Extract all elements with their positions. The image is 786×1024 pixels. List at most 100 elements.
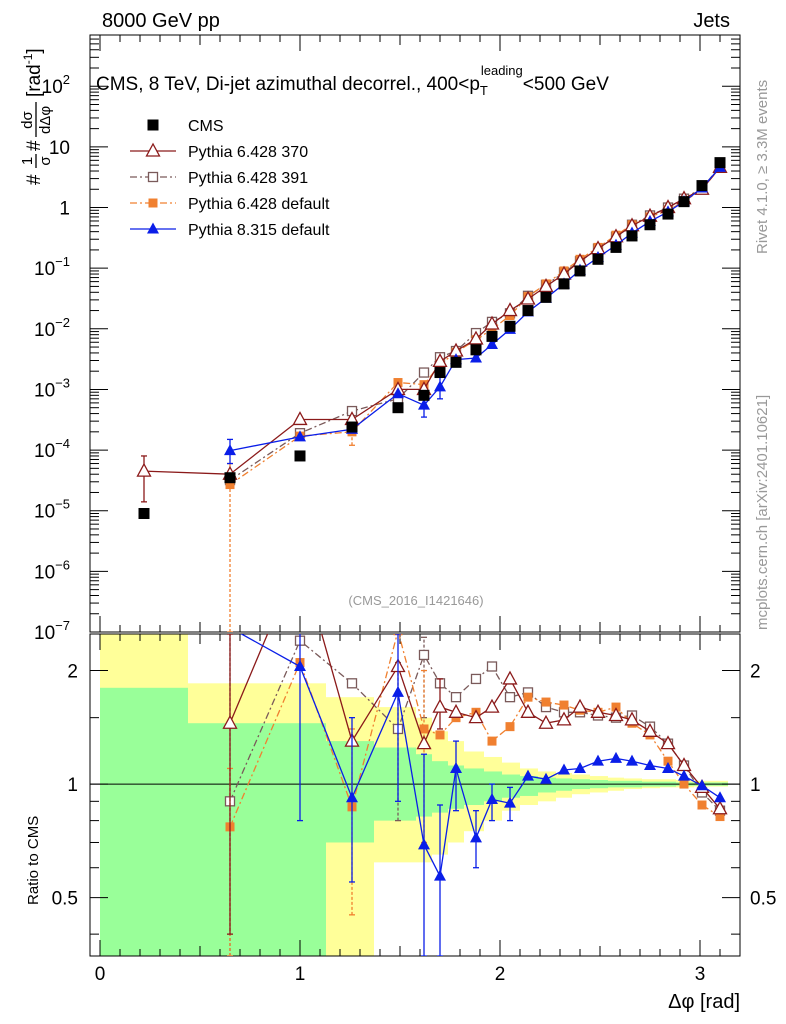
band-inner	[464, 768, 484, 806]
main-p370-point	[538, 278, 554, 293]
ratio-uncertainty-bands	[100, 634, 728, 956]
main-p8def-point	[392, 387, 404, 399]
ratio-p370-point	[448, 703, 464, 718]
band-inner	[556, 778, 572, 791]
ratio-p370-line	[229, 634, 721, 810]
ylabel-frac2-num: dσ	[19, 110, 36, 128]
main-y-tick-label: 10−1	[34, 254, 70, 280]
ratio-p391-point	[450, 692, 462, 703]
legend-marker-cms	[147, 119, 159, 131]
ratio-y-tick-label-left: 0.5	[52, 889, 78, 910]
ratio-p391-point	[486, 661, 498, 672]
tick-base: 10	[42, 77, 63, 98]
legend-marker-p370	[145, 142, 161, 157]
tick-base: 10	[34, 259, 55, 280]
tick-base: 10	[34, 320, 55, 341]
ratio-panel-frame	[89, 633, 741, 957]
main-cms-point	[346, 421, 358, 433]
ratio-p391-point	[346, 678, 358, 689]
x-tick-label: 1	[295, 964, 306, 985]
ratio-p8def-point	[470, 831, 482, 843]
ratio-p8def-point	[294, 660, 306, 672]
ylabel-frac1-den: σ	[37, 156, 54, 166]
legend-label-p8def: Pythia 8.315 default	[188, 222, 330, 239]
ylabel-unit-sup: -1	[21, 53, 35, 64]
ratio-y-tick-label-right: 0.5	[750, 889, 776, 910]
x-axis-label: Δφ [rad]	[668, 991, 740, 1013]
svg-text:#: #	[24, 174, 45, 185]
header-jets-label: Jets	[693, 10, 730, 32]
ratio-p6def-point	[663, 756, 673, 766]
band-inner	[484, 771, 502, 802]
main-cms-point	[678, 196, 690, 208]
ratio-p8def-point	[450, 761, 462, 773]
legend-marker-p8def	[147, 222, 159, 234]
ratio-y-tick-label-right: 2	[750, 662, 761, 683]
ylabel-mid: #	[24, 140, 45, 151]
main-cms-point	[558, 278, 570, 290]
ratio-p370-point	[660, 735, 676, 750]
title-suffix: <500 GeV	[523, 74, 609, 95]
main-p8def-point	[470, 351, 482, 363]
svg-text:[rad-1]: [rad-1]	[21, 48, 45, 97]
main-cms-point	[644, 219, 656, 231]
ylabel-prefix: #	[24, 174, 45, 185]
chart-title: CMS, 8 TeV, Di-jet azimuthal decorrel., …	[96, 63, 609, 98]
ratio-p6def-point	[523, 692, 533, 702]
tick-base: 10	[34, 502, 55, 523]
title-prefix: CMS, 8 TeV, Di-jet azimuthal decorrel., …	[96, 74, 480, 95]
legend-label-p391: Pythia 6.428 391	[188, 170, 308, 187]
ratio-p8def-point	[392, 685, 404, 697]
main-y-tick-label: 10−6	[34, 557, 70, 583]
ratio-p370-point	[484, 698, 500, 713]
main-cms-point	[470, 344, 482, 356]
ylabel-frac1-num: 1	[19, 157, 36, 165]
ratio-p8def-point	[504, 796, 516, 808]
main-p8def-point	[294, 430, 306, 442]
main-cms-point	[626, 230, 638, 242]
band-inner	[188, 723, 230, 956]
main-p8def-point	[486, 338, 498, 350]
ratio-p370-point	[538, 714, 554, 729]
main-p8def-point	[418, 398, 430, 410]
ratio-p370-point	[712, 800, 728, 815]
ratio-p6def-point	[541, 697, 551, 707]
main-y-tick-label: 10−3	[34, 375, 70, 401]
main-p8def-point	[224, 444, 236, 456]
main-p6def-point	[225, 480, 235, 490]
tick-base: 10	[34, 623, 55, 644]
tick-base: 10	[34, 441, 55, 462]
legend-label-cms: CMS	[188, 118, 224, 135]
main-p8def-line	[229, 166, 721, 452]
ratio-axes: 0.5 0.5 1 1 2 2 0 1 2 3	[52, 634, 776, 985]
ratio-p8def-point	[626, 754, 638, 766]
ratio-p8def-point	[610, 751, 622, 763]
ratio-p370-point	[502, 670, 518, 685]
main-p6def-line	[229, 167, 721, 486]
ratio-p6def-point	[679, 779, 689, 789]
ratio-p8def-point	[644, 759, 656, 771]
ratio-p6def-point	[487, 736, 497, 746]
tick-exp: −6	[55, 557, 70, 572]
band-inner	[230, 723, 326, 956]
header-energy-label: 8000 GeV pp	[102, 10, 220, 32]
tick-base: 10	[34, 380, 55, 401]
main-panel-frame	[89, 34, 741, 633]
main-cms-point	[450, 356, 462, 368]
ylabel-frac2-den: dΔφ	[37, 106, 54, 134]
tick-exp: −2	[55, 315, 70, 330]
title-sub: T	[480, 83, 488, 98]
ratio-p370-point	[572, 698, 588, 713]
ratio-p6def-point	[505, 722, 515, 732]
rivet-version-label: Rivet 4.1.0, ≥ 3.3M events	[754, 79, 771, 254]
ratio-p391-line	[229, 639, 721, 812]
main-p370-point	[432, 353, 448, 368]
ratio-p370-point	[556, 711, 572, 726]
ratio-p8def-point	[696, 779, 708, 791]
ratio-p370-point	[590, 703, 606, 718]
ratio-p6def-point	[435, 730, 445, 740]
main-cms-point	[522, 305, 534, 317]
main-p370-point	[468, 330, 484, 345]
